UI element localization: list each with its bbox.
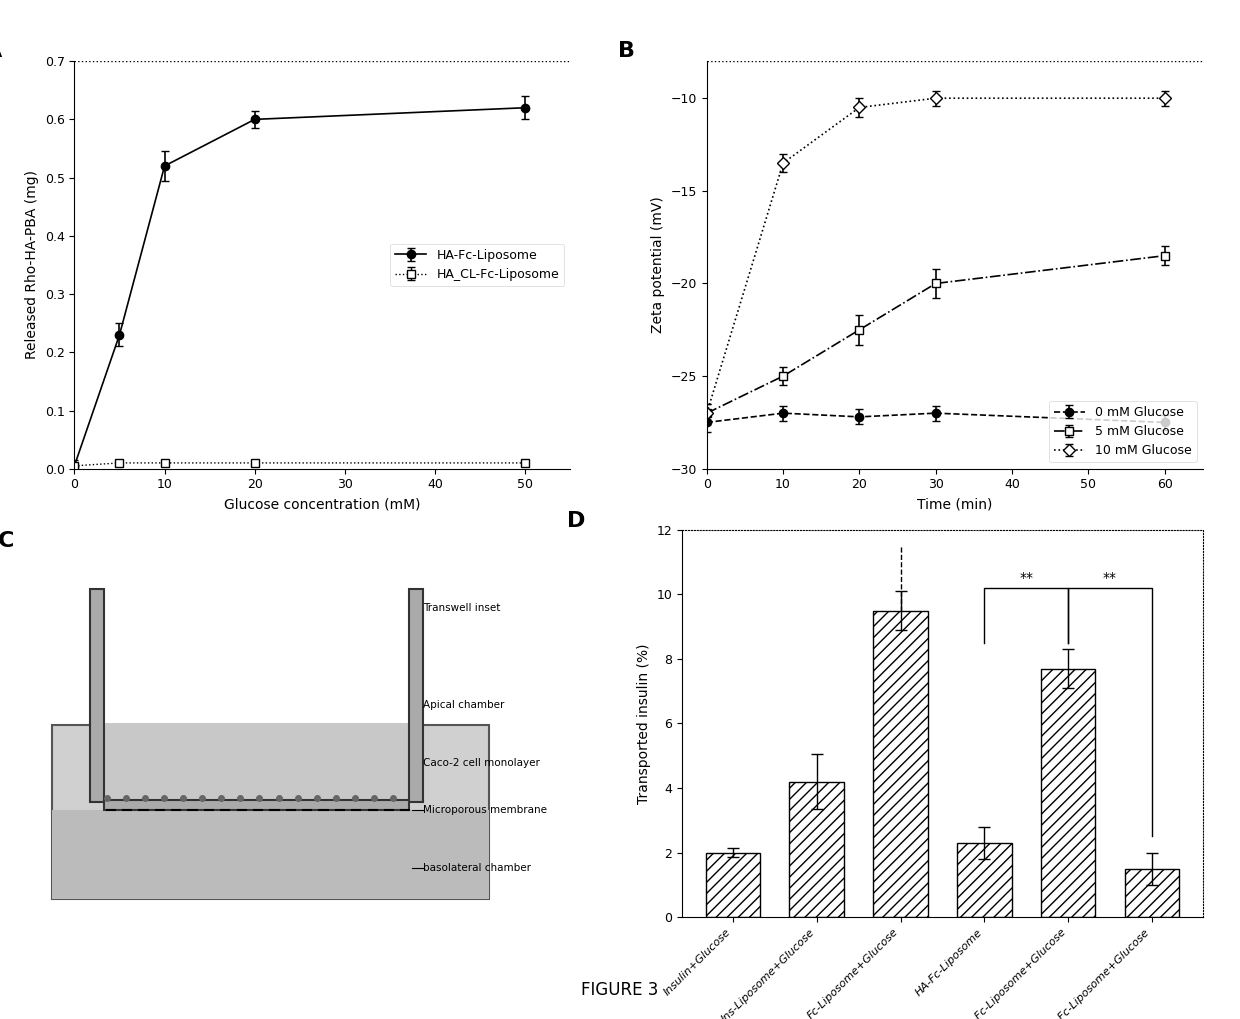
Text: basolateral chamber: basolateral chamber <box>423 863 531 873</box>
Bar <box>1125 868 1179 917</box>
Text: D: D <box>568 511 585 531</box>
Bar <box>706 853 760 917</box>
X-axis label: Time (min): Time (min) <box>918 497 992 511</box>
Text: B: B <box>618 41 635 61</box>
Bar <box>790 782 844 917</box>
Bar <box>52 725 489 899</box>
Y-axis label: Zeta potential (mV): Zeta potential (mV) <box>651 197 665 333</box>
Text: **: ** <box>1104 571 1117 585</box>
Bar <box>104 722 409 800</box>
Legend: HA-Fc-Liposome, HA_CL-Fc-Liposome: HA-Fc-Liposome, HA_CL-Fc-Liposome <box>391 244 564 286</box>
Y-axis label: Released Rho-HA-PBA (mg): Released Rho-HA-PBA (mg) <box>25 170 40 360</box>
Bar <box>873 610 928 917</box>
Bar <box>52 810 489 899</box>
Y-axis label: Transported insulin (%): Transported insulin (%) <box>637 643 651 804</box>
Bar <box>1040 668 1095 917</box>
X-axis label: Glucose concentration (mM): Glucose concentration (mM) <box>224 497 420 511</box>
Text: Microporous membrane: Microporous membrane <box>423 805 547 815</box>
Text: FIGURE 3: FIGURE 3 <box>582 980 658 999</box>
Text: Caco-2 cell monolayer: Caco-2 cell monolayer <box>423 758 539 768</box>
Text: A: A <box>0 41 2 61</box>
Bar <box>409 589 423 802</box>
Text: Apical chamber: Apical chamber <box>423 700 505 710</box>
Text: C: C <box>0 531 14 551</box>
Bar <box>957 843 1012 917</box>
Text: **: ** <box>1019 571 1033 585</box>
Text: Transwell inset: Transwell inset <box>423 603 501 613</box>
Bar <box>91 589 104 802</box>
Bar <box>104 800 409 810</box>
Legend: 0 mM Glucose, 5 mM Glucose, 10 mM Glucose: 0 mM Glucose, 5 mM Glucose, 10 mM Glucos… <box>1049 401 1197 463</box>
